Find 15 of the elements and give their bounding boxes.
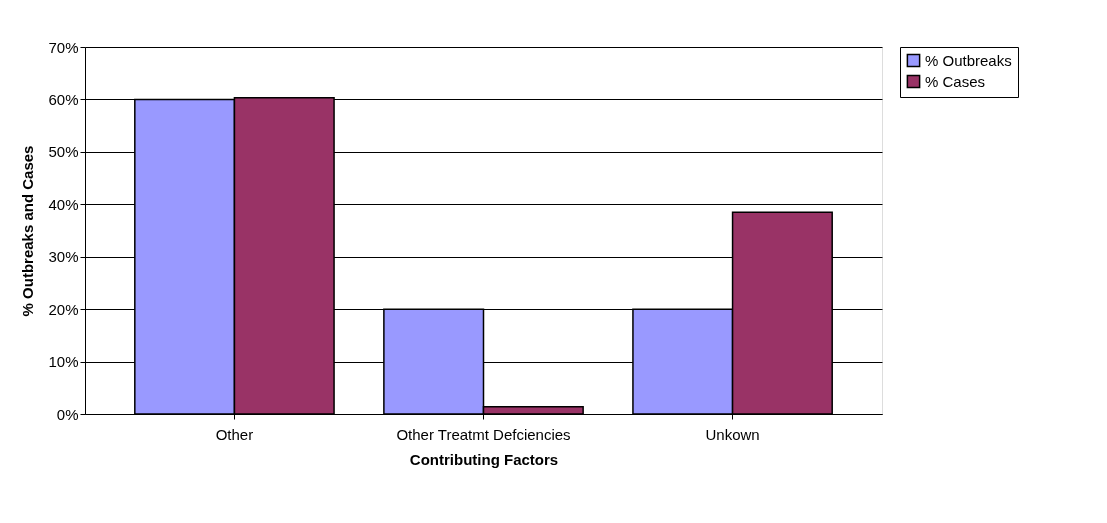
x-tick-label: Other Treatmt Defciencies: [396, 425, 571, 443]
x-tick-label: Unkown: [705, 425, 760, 443]
x-tick-label: Other: [215, 425, 254, 443]
legend-label: % Outbreaks: [925, 51, 1012, 69]
legend-label: % Cases: [925, 72, 986, 90]
y-tick-label: 40%: [48, 195, 79, 213]
y-tick-label: 70%: [48, 38, 79, 56]
y-axis-title: % Outbreaks and Cases: [19, 145, 37, 317]
y-tick-label: 50%: [48, 143, 79, 161]
y-tick-label: 30%: [48, 248, 79, 266]
y-tick-label: 10%: [48, 353, 79, 371]
x-axis-title: Contributing Factors: [409, 450, 559, 468]
y-tick-label: 0%: [56, 405, 79, 423]
y-tick-label: 20%: [48, 300, 79, 318]
y-tick-label: 60%: [48, 90, 79, 108]
